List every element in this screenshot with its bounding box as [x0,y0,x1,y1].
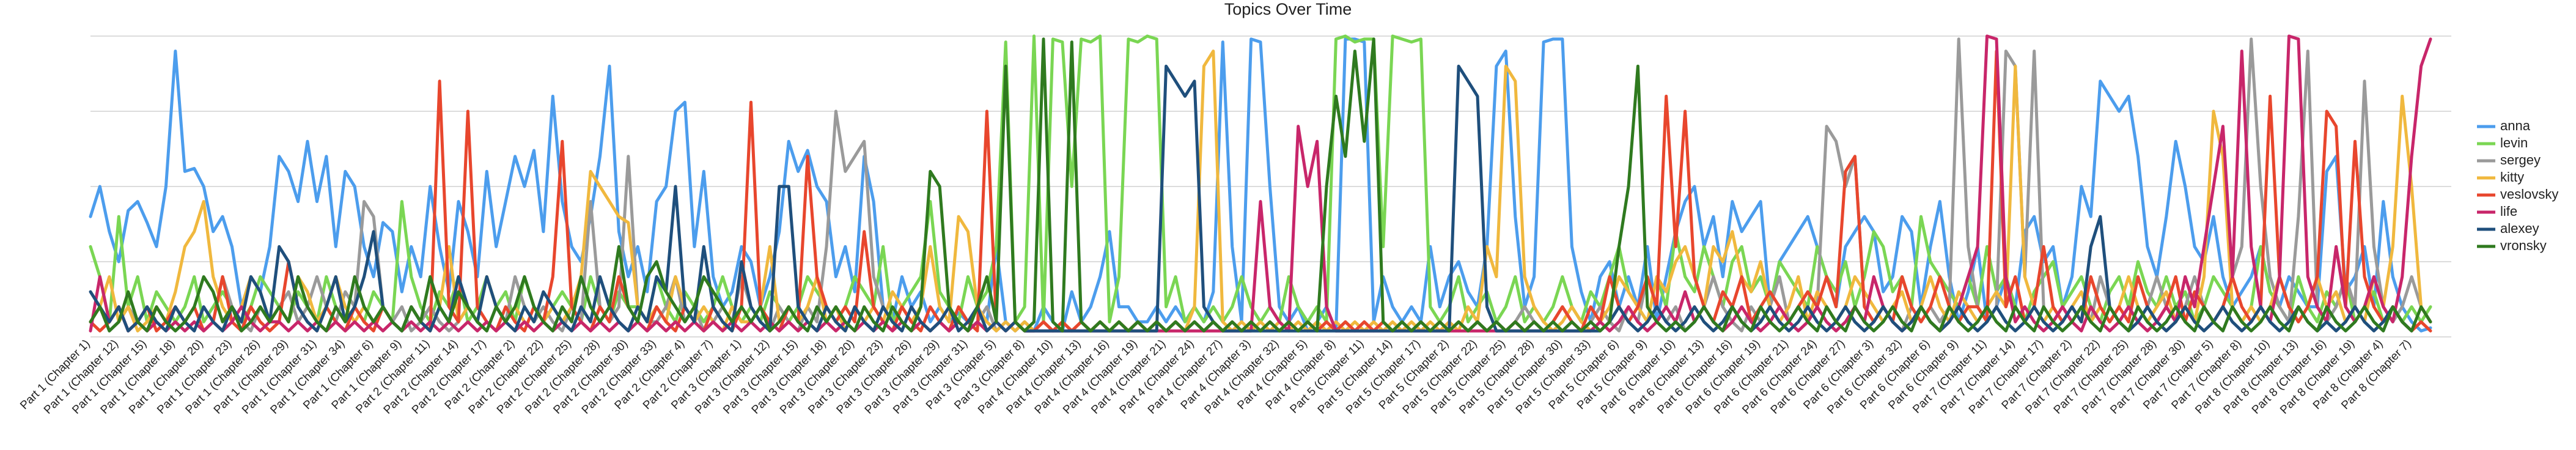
legend-label: sergey [2500,152,2541,168]
chart-title: Topics Over Time [1224,0,1352,18]
legend-label: anna [2500,118,2531,133]
legend-label: kitty [2500,169,2524,185]
legend-label: vronsky [2500,238,2547,253]
series-line [89,34,2432,323]
legend-label: veslovsky [2500,186,2558,202]
legend-label: life [2500,204,2517,219]
legend-label: alexey [2500,221,2539,236]
series-line [89,34,2432,333]
series-line [89,37,2432,333]
legend-label: levin [2500,135,2528,150]
